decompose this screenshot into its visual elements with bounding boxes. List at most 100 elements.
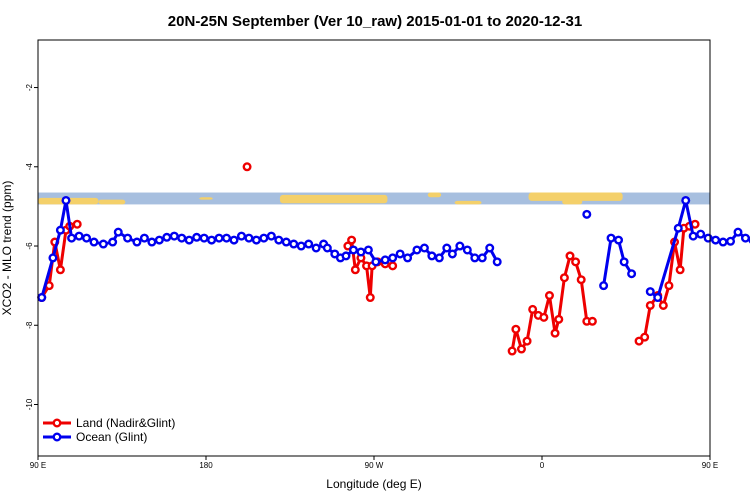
x-tick-label: 0 (540, 461, 545, 470)
ocean-point (619, 257, 629, 267)
ocean-point (229, 235, 239, 245)
ocean-point (55, 225, 65, 235)
land-point (511, 324, 521, 334)
ocean-point (447, 249, 457, 259)
ocean-point (434, 253, 444, 263)
ocean-point (356, 247, 366, 257)
land-point (664, 281, 674, 291)
map-land-1 (98, 199, 126, 205)
y-tick-label: -6 (25, 242, 34, 250)
ocean-point (726, 236, 736, 246)
legend: Land (Nadir&Glint)Ocean (Glint) (43, 416, 175, 444)
ocean-point (492, 257, 502, 267)
ocean-point (322, 243, 332, 253)
legend-label-land: Land (Nadir&Glint) (76, 416, 175, 430)
axes: 90 E 180 90 W 0 90 E -2 -4 -6 -8 -10 (25, 83, 718, 470)
plot-frame (37, 39, 711, 457)
ocean-point (98, 239, 108, 249)
ocean-point (82, 233, 92, 243)
land-point (571, 257, 581, 267)
ocean-point (470, 253, 480, 263)
land-point (550, 328, 560, 338)
ocean-point (681, 195, 691, 205)
x-tick-label: 90 E (30, 461, 46, 470)
ocean-point (733, 227, 743, 237)
ocean-point (653, 293, 663, 303)
land-point (554, 314, 564, 324)
ocean-point (48, 253, 58, 263)
ocean-point (61, 195, 71, 205)
ocean-point (123, 233, 133, 243)
land-series-line (510, 254, 593, 352)
ocean-point (222, 233, 232, 243)
ocean-point (266, 231, 276, 241)
x-axis-title: Longitude (deg E) (326, 477, 421, 491)
y-tick-label: -2 (25, 83, 34, 91)
land-point (350, 265, 360, 275)
ocean-point (289, 239, 299, 249)
x-tick-label: 180 (199, 461, 213, 470)
ocean-point (395, 249, 405, 259)
ocean-point (427, 251, 437, 261)
ocean-point (274, 235, 284, 245)
ocean-point (363, 245, 373, 255)
land-point (522, 336, 532, 346)
ocean-point (108, 237, 118, 247)
ocean-point (89, 237, 99, 247)
land-point (507, 346, 517, 356)
ocean-point (403, 253, 413, 263)
land-point (516, 344, 526, 354)
land-point (347, 235, 357, 245)
ocean-point (214, 233, 224, 243)
ocean-point (455, 241, 465, 251)
map-strip (38, 192, 710, 205)
land-point (690, 219, 700, 229)
map-land-3 (279, 194, 388, 204)
land-point (72, 219, 82, 229)
land-point (559, 273, 569, 283)
ocean-point (582, 209, 592, 219)
ocean-point (113, 227, 123, 237)
x-tick-label: 90 W (365, 461, 384, 470)
y-tick-label: -10 (25, 398, 34, 410)
legend-marker-ocean (52, 432, 62, 442)
land-point (658, 300, 668, 310)
map-land-5 (454, 200, 482, 205)
ocean-point (696, 229, 706, 239)
land-point (55, 265, 65, 275)
ocean-point (599, 281, 609, 291)
land-point (544, 291, 554, 301)
land-point (640, 332, 650, 342)
land-point (242, 162, 252, 172)
ocean-point (162, 232, 172, 242)
ocean-point (67, 233, 77, 243)
ocean-point (711, 235, 721, 245)
ocean-point (244, 233, 254, 243)
ocean-point (419, 243, 429, 253)
ocean-point (207, 235, 217, 245)
ocean-point (380, 255, 390, 265)
ocean-point (154, 235, 164, 245)
ocean-point (251, 235, 261, 245)
ocean-point (304, 239, 314, 249)
y-axis-title: XCO2 - MLO trend (ppm) (0, 181, 14, 316)
ocean-point (442, 243, 452, 253)
ocean-point (169, 231, 179, 241)
land-point (645, 300, 655, 310)
land-point (675, 265, 685, 275)
ocean-point (236, 231, 246, 241)
ocean-point (688, 231, 698, 241)
ocean-series-line (649, 198, 750, 300)
ocean-point (37, 293, 47, 303)
land-point (539, 312, 549, 322)
land-point (388, 261, 398, 271)
legend-label-ocean: Ocean (Glint) (76, 430, 147, 444)
ocean-point (311, 243, 321, 253)
ocean-point (606, 233, 616, 243)
land-point (365, 293, 375, 303)
land-point (343, 241, 353, 251)
plot-series (37, 162, 750, 356)
map-land-8 (602, 192, 616, 199)
ocean-point (627, 269, 637, 279)
y-tick-label: -4 (25, 163, 34, 171)
